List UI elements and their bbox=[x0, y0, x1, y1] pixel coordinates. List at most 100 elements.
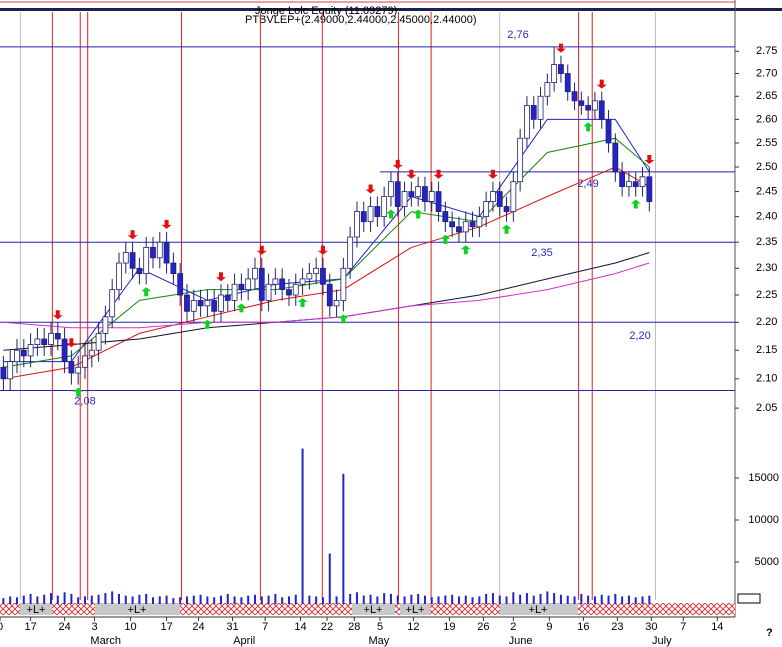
x-tick-label: 14 bbox=[711, 621, 723, 633]
level-label: 2,35 bbox=[531, 247, 552, 259]
y-tick-label: 2.20 bbox=[756, 316, 777, 328]
candle-body bbox=[333, 300, 340, 307]
volume-bar bbox=[213, 597, 216, 604]
candle-body bbox=[116, 262, 122, 291]
volume-bar bbox=[151, 597, 154, 604]
volume-bar bbox=[131, 596, 134, 604]
month-label: April bbox=[233, 635, 255, 647]
volume-bar bbox=[308, 595, 311, 604]
candle-body bbox=[272, 278, 279, 285]
candle-body bbox=[279, 278, 286, 291]
level-label: 2,20 bbox=[629, 330, 650, 342]
buy-arrow bbox=[501, 224, 512, 234]
sell-arrow bbox=[52, 310, 63, 320]
volume-bar bbox=[607, 595, 610, 604]
candle-body bbox=[612, 142, 619, 173]
y-tick-label: 2.40 bbox=[756, 211, 777, 223]
sell-arrow bbox=[66, 338, 77, 348]
volume-bar bbox=[56, 595, 59, 604]
candle-body bbox=[537, 95, 544, 120]
sell-arrow bbox=[256, 245, 267, 255]
volume-bar bbox=[403, 596, 406, 604]
candle-body bbox=[177, 273, 184, 296]
candle-body bbox=[408, 191, 415, 197]
strip-segment bbox=[352, 603, 395, 615]
candle-body bbox=[354, 211, 360, 238]
candle-body bbox=[524, 105, 530, 139]
volume-bar bbox=[287, 596, 290, 604]
candle-body bbox=[462, 221, 469, 233]
volume-bar bbox=[36, 596, 39, 604]
candle-body bbox=[258, 267, 265, 301]
y-tick-label: 2.75 bbox=[756, 45, 777, 57]
candle-body bbox=[313, 267, 320, 275]
buy-arrow bbox=[413, 209, 424, 219]
sell-arrow bbox=[317, 245, 328, 255]
volume-bar bbox=[63, 592, 66, 604]
candle-body bbox=[95, 333, 102, 351]
volume-bar bbox=[267, 595, 270, 604]
candle-body bbox=[476, 216, 483, 228]
volume-bar bbox=[90, 595, 93, 604]
candle-body bbox=[109, 289, 116, 318]
candle-body bbox=[503, 206, 510, 212]
candle-body bbox=[401, 191, 408, 207]
volume-bar bbox=[648, 595, 651, 604]
strip-label: +L+ bbox=[128, 604, 147, 616]
x-tick-label: 7 bbox=[680, 621, 686, 633]
candle-body bbox=[34, 338, 41, 345]
candle-body bbox=[639, 176, 646, 188]
candle-body bbox=[592, 100, 598, 111]
volume-bar bbox=[117, 593, 120, 604]
top-bar bbox=[0, 8, 782, 11]
y-tick-label: 2.45 bbox=[756, 185, 777, 197]
x-tick-label: 9 bbox=[546, 621, 552, 633]
volume-bar bbox=[199, 594, 202, 604]
volume-bar bbox=[29, 593, 32, 604]
sell-arrow bbox=[596, 79, 607, 89]
candle-body bbox=[626, 181, 632, 188]
candle-body bbox=[156, 241, 163, 259]
strip-segment bbox=[500, 603, 578, 615]
y-tick-label: 2.60 bbox=[756, 113, 777, 125]
volume-bar bbox=[383, 593, 386, 604]
volume-bar bbox=[362, 595, 365, 604]
buy-arrow bbox=[630, 199, 641, 209]
volume-bar bbox=[240, 597, 243, 604]
candle-body bbox=[374, 206, 381, 218]
volume-bar bbox=[281, 597, 284, 604]
sell-arrow bbox=[406, 169, 417, 179]
candle-body bbox=[585, 105, 592, 111]
volume-bar bbox=[491, 593, 494, 604]
chart-title: Jonge Lolc Equity (11.09279) bbox=[255, 5, 397, 17]
help-mark[interactable]: ? bbox=[766, 627, 773, 639]
buy-arrow bbox=[460, 245, 471, 255]
volume-bar bbox=[328, 553, 331, 604]
volume-bar bbox=[559, 594, 562, 604]
volume-bar bbox=[294, 594, 297, 604]
candle-body bbox=[415, 186, 422, 197]
volume-bar bbox=[172, 598, 175, 604]
volume-bar bbox=[519, 594, 522, 604]
level-label: 2,49 bbox=[577, 178, 598, 190]
buy-arrow bbox=[297, 298, 308, 308]
candle-body bbox=[428, 191, 435, 202]
volume-bar bbox=[641, 596, 644, 604]
volume-bar bbox=[192, 595, 195, 604]
buy-arrow bbox=[73, 387, 84, 397]
y-tick-label: 2.50 bbox=[756, 161, 777, 173]
volume-bar bbox=[233, 596, 236, 604]
level-label: 2,76 bbox=[507, 29, 528, 41]
chart-subtitle: PTBVLEP+(2.49000,2.44000,2.45000,2.44000… bbox=[245, 14, 477, 26]
candle-body bbox=[204, 300, 211, 307]
strip-label: +L+ bbox=[406, 604, 425, 616]
candle-body bbox=[551, 64, 558, 83]
x-tick-label: 3 bbox=[91, 621, 97, 633]
volume-bar bbox=[43, 594, 46, 604]
y-tick-label: 2.25 bbox=[756, 289, 777, 301]
volume-bar bbox=[321, 597, 324, 604]
volume-bar bbox=[444, 595, 447, 604]
candle-body bbox=[61, 338, 68, 362]
candle-body bbox=[190, 300, 197, 312]
x-tick-label: 7 bbox=[262, 621, 268, 633]
